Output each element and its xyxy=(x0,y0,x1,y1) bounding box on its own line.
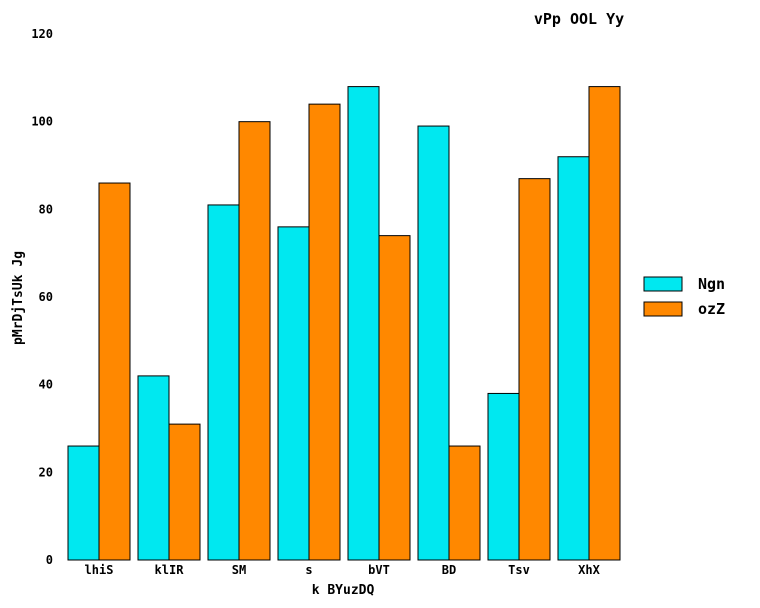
x-tick-label: SM xyxy=(232,563,246,577)
x-tick-label: klIR xyxy=(155,563,185,577)
x-tick-label: bVT xyxy=(368,563,390,577)
bar-Ngn-Tsv xyxy=(488,393,519,560)
y-tick-label: 0 xyxy=(46,553,53,567)
bar-ozZ-SM xyxy=(239,122,270,560)
y-tick-label: 40 xyxy=(39,378,53,392)
legend-label-Ngn: Ngn xyxy=(698,275,725,293)
bar-Ngn-bVT xyxy=(348,87,379,560)
legend-swatch-ozZ xyxy=(644,302,682,316)
y-axis-ticks: 0 20 40 60 80 100 120 xyxy=(31,27,53,567)
legend-swatch-Ngn xyxy=(644,277,682,291)
x-tick-label: Tsv xyxy=(508,563,530,577)
x-tick-label: XhX xyxy=(578,563,600,577)
legend-label-ozZ: ozZ xyxy=(698,300,725,318)
bar-Ngn-lhiS xyxy=(68,446,99,560)
bar-ozZ-klIR xyxy=(169,424,200,560)
bar-ozZ-BD xyxy=(449,446,480,560)
bar-ozZ-Tsv xyxy=(519,179,550,560)
x-axis-title: k BYuzDQ xyxy=(312,583,375,598)
y-tick-label: 80 xyxy=(39,202,53,216)
bar-Ngn-XhX xyxy=(558,157,589,560)
y-tick-label: 20 xyxy=(39,465,53,479)
bar-Ngn-SM xyxy=(208,205,239,560)
x-tick-label: lhiS xyxy=(85,563,114,577)
bar-Ngn-klIR xyxy=(138,376,169,560)
bars xyxy=(68,87,620,560)
bar-Ngn-s xyxy=(278,227,309,560)
bar-ozZ-lhiS xyxy=(99,183,130,560)
chart-title: vPp OOL Yy xyxy=(534,10,624,28)
y-tick-label: 120 xyxy=(31,27,53,41)
bar-ozZ-s xyxy=(309,104,340,560)
x-tick-label: s xyxy=(305,563,312,577)
bar-Ngn-BD xyxy=(418,126,449,560)
y-tick-label: 60 xyxy=(39,290,53,304)
y-tick-label: 100 xyxy=(31,115,53,129)
x-axis-ticks: lhiS klIR SM s bVT BD Tsv XhX xyxy=(85,563,601,577)
bar-ozZ-XhX xyxy=(589,87,620,560)
y-axis-title: pMrDjTsUk Jg xyxy=(11,251,26,345)
bar-ozZ-bVT xyxy=(379,236,410,560)
x-tick-label: BD xyxy=(442,563,456,577)
legend: Ngn ozZ xyxy=(644,275,725,318)
